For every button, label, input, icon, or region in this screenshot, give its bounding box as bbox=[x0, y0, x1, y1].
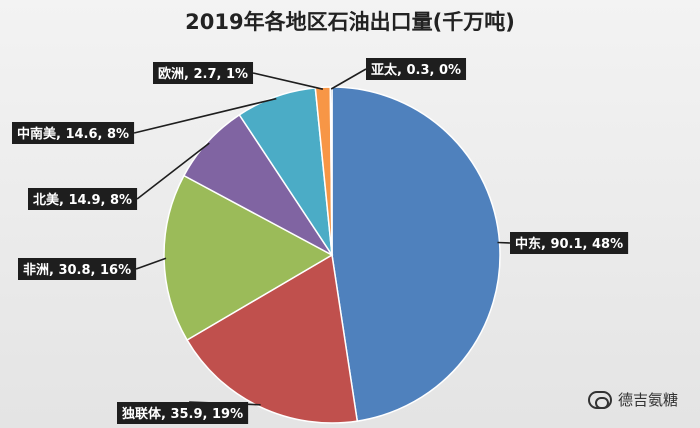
data-label-6: 亚太, 0.3, 0% bbox=[371, 62, 461, 78]
data-label-1: 独联体, 35.9, 19% bbox=[122, 406, 243, 422]
data-label-box-6 bbox=[366, 58, 467, 80]
chart-title: 2019年各地区石油出口量(千万吨) bbox=[185, 10, 515, 34]
pie-slice-6 bbox=[329, 86, 333, 256]
leader-line-6 bbox=[330, 68, 367, 90]
leader-line-2 bbox=[135, 257, 167, 270]
data-label-box-2 bbox=[18, 258, 137, 280]
leader-line-5 bbox=[252, 72, 324, 90]
data-label-4: 中南美, 14.6, 8% bbox=[17, 126, 129, 142]
watermark-text: 德吉氨糖 bbox=[617, 391, 678, 409]
data-label-box-4 bbox=[12, 122, 135, 144]
watermark: 德吉氨糖 bbox=[587, 389, 678, 410]
leader-line-0 bbox=[497, 241, 511, 244]
wechat-icon bbox=[587, 390, 612, 409]
data-label-box-0 bbox=[510, 232, 629, 254]
data-label-5: 欧洲, 2.7, 1% bbox=[158, 66, 248, 82]
leader-line-3 bbox=[136, 142, 210, 200]
data-label-box-5 bbox=[153, 62, 254, 84]
data-label-0: 中东, 90.1, 48% bbox=[515, 236, 623, 252]
data-label-box-1 bbox=[117, 402, 249, 424]
leader-line-4 bbox=[133, 97, 277, 134]
data-label-2: 非洲, 30.8, 16% bbox=[23, 262, 131, 278]
pie-slice-0 bbox=[331, 86, 501, 422]
data-label-box-3 bbox=[28, 188, 138, 210]
pie-slice-1 bbox=[186, 253, 359, 424]
data-label-3: 北美, 14.9, 8% bbox=[33, 192, 132, 208]
